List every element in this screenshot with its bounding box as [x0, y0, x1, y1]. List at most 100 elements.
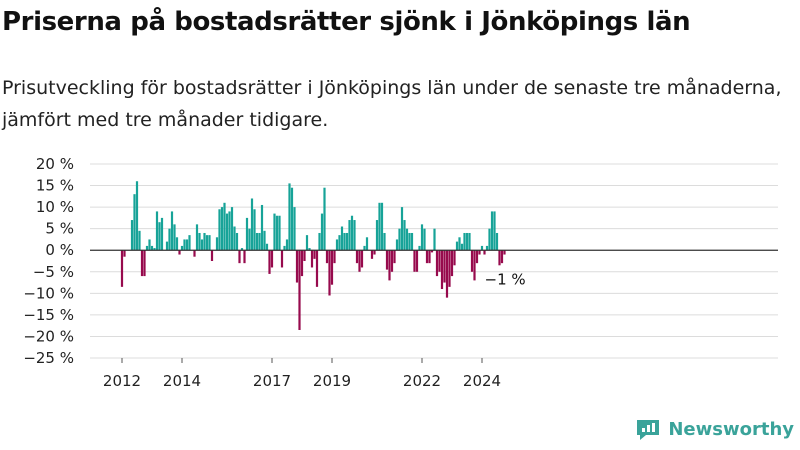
x-tick-label: 2024 [463, 372, 501, 390]
bar [183, 239, 186, 251]
bar [443, 250, 446, 283]
bar [140, 250, 144, 277]
bar [195, 224, 199, 251]
chart-subtitle: Prisutveckling för bostadsrätter i Jönkö… [2, 77, 782, 131]
brand: Newsworthy [634, 414, 794, 444]
bar [135, 181, 139, 251]
bar [318, 232, 321, 251]
bar [335, 239, 339, 251]
bar [240, 248, 244, 251]
bar [120, 250, 124, 287]
bar [473, 250, 476, 281]
bar [493, 211, 496, 251]
bar [170, 211, 174, 251]
bar [315, 250, 319, 287]
bar [185, 239, 189, 251]
bar [398, 228, 401, 251]
bar [290, 187, 294, 251]
bar [490, 211, 494, 251]
bar [478, 250, 481, 255]
bar [500, 250, 504, 264]
bar [485, 245, 489, 251]
bar [265, 243, 269, 251]
bar [238, 250, 241, 264]
bar [458, 237, 461, 251]
bar [325, 250, 329, 264]
bar [428, 250, 431, 264]
y-tick-label: −25 % [23, 349, 74, 367]
bar [235, 232, 239, 251]
bar [405, 228, 409, 251]
bar [430, 250, 434, 253]
bar [280, 250, 284, 268]
x-tick-label: 2014 [163, 372, 201, 390]
bar [455, 241, 459, 251]
bar [350, 215, 354, 251]
bar [475, 250, 479, 264]
bar [468, 232, 471, 251]
bar [285, 239, 289, 251]
bar [383, 232, 386, 251]
bar [260, 204, 264, 251]
bar [173, 224, 176, 251]
x-tick-label: 2019 [313, 372, 351, 390]
bar [400, 207, 404, 251]
bar [365, 237, 369, 251]
newsworthy-logo-icon [637, 420, 660, 440]
bar [175, 237, 179, 251]
bar [345, 232, 349, 251]
y-tick-label: −10 % [23, 284, 74, 302]
x-tick-label: 2012 [103, 372, 141, 390]
bar [300, 250, 304, 277]
bar [233, 226, 236, 251]
bar [483, 250, 486, 255]
bar [278, 215, 281, 251]
bar [138, 230, 141, 251]
bar [370, 250, 374, 259]
bar [340, 226, 344, 251]
y-tick-label: −20 % [23, 327, 74, 345]
bar [258, 232, 261, 251]
bar [145, 245, 149, 251]
bar [168, 228, 171, 251]
bar [275, 215, 279, 251]
bar [438, 250, 441, 272]
bar [155, 211, 159, 251]
bar [200, 239, 204, 251]
bar [250, 198, 254, 251]
bar [193, 250, 196, 257]
bar [253, 209, 256, 251]
bar [310, 250, 314, 268]
bar [495, 232, 499, 251]
bar [353, 220, 356, 251]
bar [270, 250, 274, 268]
bar [440, 250, 444, 290]
bar [248, 228, 251, 251]
bar [343, 232, 346, 251]
bar [230, 207, 234, 251]
bar [408, 232, 411, 251]
bar [498, 250, 501, 266]
latest-value-annotation: −1 % [485, 271, 526, 289]
bar [295, 250, 299, 283]
bar [425, 250, 429, 264]
y-tick-label: −15 % [23, 306, 74, 324]
bar [188, 235, 191, 251]
x-tick-label: 2022 [403, 372, 441, 390]
bar [433, 228, 436, 251]
bar [210, 250, 214, 261]
bar [153, 248, 156, 251]
bar [308, 248, 311, 251]
y-tick-label: −5 % [33, 263, 74, 281]
bar [198, 232, 201, 251]
bar [395, 239, 399, 251]
bar [480, 245, 484, 251]
bar [150, 245, 154, 251]
bar [283, 245, 286, 251]
bar [363, 245, 366, 251]
bar [288, 183, 291, 251]
bar [178, 250, 181, 255]
bar [420, 224, 424, 251]
bar [418, 245, 421, 251]
bar [380, 202, 384, 251]
